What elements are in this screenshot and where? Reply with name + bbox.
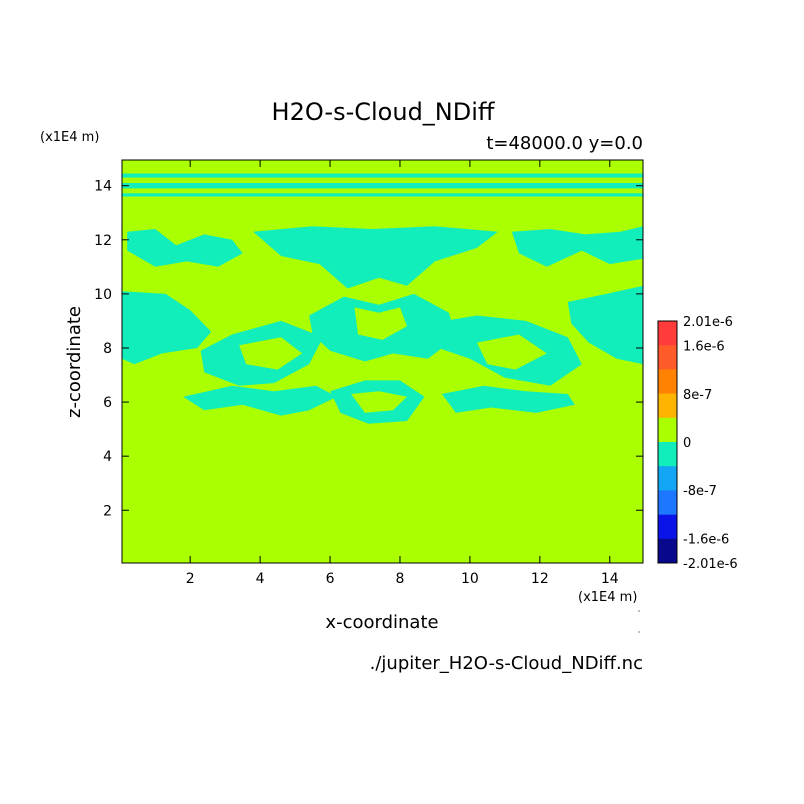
colorbar-band-0 bbox=[658, 321, 677, 346]
x-tick-label-6: 14 bbox=[601, 571, 619, 587]
chart-title: H2O-s-Cloud_NDiff bbox=[272, 98, 495, 126]
y-tick-label-6: 14 bbox=[94, 179, 112, 195]
x-tick-label-3: 8 bbox=[396, 571, 405, 587]
colorbar-label-0: 2.01e-6 bbox=[683, 315, 733, 330]
negative-band-0 bbox=[122, 173, 643, 178]
negative-band-1 bbox=[122, 182, 643, 189]
zero-islands bbox=[239, 307, 547, 413]
y-axis: 2 4 6 8 10 12 14 bbox=[94, 179, 643, 519]
zero-island-0 bbox=[354, 307, 407, 340]
x-unit-label: (x1E4 m) bbox=[578, 590, 637, 605]
negative-region-1 bbox=[253, 226, 498, 289]
colorbar-band-9 bbox=[658, 538, 677, 564]
negative-region-7 bbox=[567, 285, 643, 365]
zero-island-1 bbox=[351, 391, 407, 413]
x-tick-label-1: 4 bbox=[256, 571, 265, 587]
x-tick-label-5: 12 bbox=[531, 571, 549, 587]
y-axis-label: z-coordinate bbox=[64, 306, 85, 418]
colorbar-band-8 bbox=[658, 514, 677, 540]
y-tick-label-0: 2 bbox=[103, 503, 112, 519]
colorbar-band-2 bbox=[658, 369, 677, 394]
source-file-label: ./jupiter_H2O-s-Cloud_NDiff.nc bbox=[370, 653, 643, 674]
zero-island-2 bbox=[239, 337, 303, 370]
plot-area bbox=[121, 159, 644, 564]
colorbar: 2.01e-6 1.6e-6 8e-7 0 -8e-7 -1.6e-6 -2.01e-6 bbox=[657, 315, 738, 572]
negative-region-3 bbox=[122, 291, 212, 365]
chart-subtitle: t=48000.0 y=0.0 bbox=[486, 133, 643, 154]
y-tick-label-1: 4 bbox=[103, 449, 112, 465]
x-axis: 2 4 6 8 10 12 14 bbox=[186, 160, 619, 587]
colorbar-bands bbox=[658, 321, 677, 564]
colorbar-label-3: 0 bbox=[683, 436, 691, 451]
negative-bands bbox=[122, 173, 643, 197]
colorbar-label-4: -8e-7 bbox=[683, 484, 717, 499]
zero-island-3 bbox=[476, 334, 547, 370]
colorbar-band-1 bbox=[658, 345, 677, 370]
colorbar-label-2: 8e-7 bbox=[683, 388, 712, 403]
colorbar-band-5 bbox=[658, 442, 677, 467]
x-tick-label-4: 10 bbox=[461, 571, 479, 587]
colorbar-band-7 bbox=[658, 490, 677, 515]
colorbar-labels: 2.01e-6 1.6e-6 8e-7 0 -8e-7 -1.6e-6 -2.01e-6 bbox=[683, 315, 738, 572]
negative-region-2 bbox=[511, 226, 643, 267]
colorbar-band-4 bbox=[658, 417, 677, 443]
corner-glyph-2: ˙ bbox=[637, 631, 642, 642]
x-tick-label-2: 6 bbox=[326, 571, 335, 587]
x-axis-label: x-coordinate bbox=[325, 612, 438, 633]
y-tick-label-3: 8 bbox=[103, 341, 112, 357]
negative-region-0 bbox=[127, 229, 243, 267]
colorbar-label-5: -1.6e-6 bbox=[683, 532, 729, 547]
negative-region-10 bbox=[441, 385, 575, 413]
colorbar-label-6: -2.01e-6 bbox=[683, 557, 738, 572]
colorbar-band-3 bbox=[658, 393, 677, 419]
y-tick-label-5: 12 bbox=[94, 233, 112, 249]
y-tick-label-2: 6 bbox=[103, 395, 112, 411]
colorbar-band-6 bbox=[658, 466, 677, 491]
y-unit-label: (x1E4 m) bbox=[40, 130, 99, 145]
colorbar-label-1: 1.6e-6 bbox=[683, 340, 725, 355]
x-tick-label-0: 2 bbox=[186, 571, 195, 587]
colorbar-frame bbox=[657, 320, 678, 564]
y-tick-label-4: 10 bbox=[94, 287, 112, 303]
plot-frame bbox=[121, 159, 644, 564]
corner-glyph-1: ˙ bbox=[637, 610, 642, 621]
negative-band-2 bbox=[122, 193, 643, 197]
negative-region-8 bbox=[183, 385, 337, 416]
